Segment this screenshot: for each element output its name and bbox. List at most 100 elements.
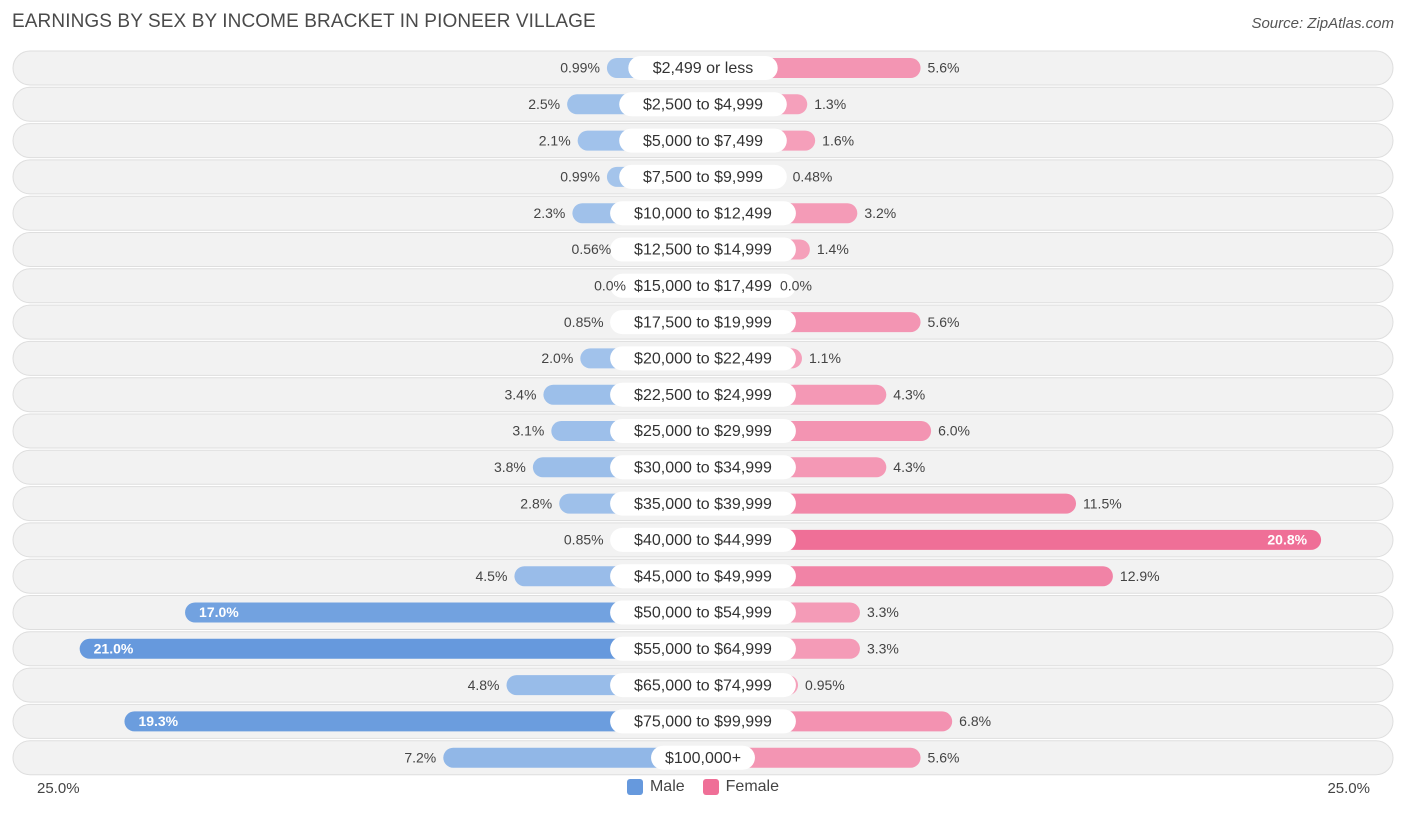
value-label-male: 4.8%: [468, 677, 500, 693]
category-pill: [619, 164, 787, 189]
category-label: $25,000 to $29,999: [634, 423, 772, 440]
value-label-female: 6.0%: [938, 423, 970, 439]
value-label-female: 1.1%: [809, 350, 841, 366]
category-pill: [610, 310, 796, 335]
value-label-female: 20.8%: [1267, 532, 1307, 548]
legend: Male Female: [0, 778, 1406, 796]
value-label-female: 11.5%: [1083, 495, 1122, 511]
category-label: $45,000 to $49,999: [634, 568, 772, 585]
category-pill: [610, 201, 796, 226]
category-label: $7,500 to $9,999: [643, 169, 763, 186]
axis-right-label: 25.0%: [1327, 780, 1370, 797]
category-pill: [651, 745, 755, 770]
value-label-male: 2.1%: [539, 132, 571, 148]
bar-male[interactable]: [185, 602, 704, 623]
value-label-female: 0.0%: [780, 278, 812, 294]
category-pill: [628, 56, 778, 80]
source-label: Source: ZipAtlas.com: [1251, 15, 1394, 32]
value-label-male: 2.0%: [541, 350, 573, 366]
legend-label-female: Female: [725, 778, 780, 795]
category-pill: [610, 455, 796, 480]
value-label-male: 0.85%: [564, 532, 604, 548]
value-label-male: 21.0%: [94, 641, 134, 657]
value-label-male: 4.5%: [476, 568, 508, 584]
value-label-male: 2.8%: [520, 495, 552, 511]
value-label-male: 0.99%: [560, 60, 600, 76]
value-label-female: 0.48%: [793, 169, 833, 185]
category-pill: [610, 709, 796, 734]
category-pill: [610, 527, 796, 552]
category-label: $55,000 to $64,999: [634, 641, 772, 658]
category-pill: [610, 382, 796, 407]
category-pill: [610, 600, 796, 625]
value-label-female: 4.3%: [893, 386, 925, 402]
value-label-male: 7.2%: [404, 749, 436, 765]
legend-item-male[interactable]: Male: [626, 778, 685, 796]
axis-left-label: 25.0%: [37, 780, 80, 797]
category-pill: [610, 346, 796, 371]
bar-female[interactable]: [703, 566, 1113, 587]
value-label-female: 1.4%: [817, 241, 849, 257]
value-label-male: 2.5%: [528, 96, 560, 112]
value-label-female: 4.3%: [893, 459, 925, 475]
bar-male[interactable]: [124, 711, 703, 732]
bar-female[interactable]: [703, 493, 1077, 514]
value-label-female: 5.6%: [928, 749, 960, 765]
bar-male[interactable]: [443, 747, 703, 768]
value-label-female: 3.3%: [867, 604, 899, 620]
category-pill: [610, 419, 796, 443]
value-label-female: 3.2%: [864, 205, 896, 221]
value-label-female: 12.9%: [1120, 568, 1160, 584]
value-label-female: 5.6%: [928, 60, 960, 76]
legend-item-female[interactable]: Female: [702, 778, 780, 796]
legend-label-male: Male: [649, 778, 685, 795]
value-label-male: 17.0%: [199, 604, 239, 620]
legend-swatch-male: [626, 779, 643, 795]
category-label: $65,000 to $74,999: [634, 677, 772, 694]
category-pill: [610, 673, 796, 698]
category-label: $75,000 to $99,999: [634, 714, 772, 731]
category-label: $40,000 to $44,999: [634, 532, 772, 549]
category-label: $15,000 to $17,499: [634, 278, 772, 295]
value-label-male: 0.56%: [572, 241, 612, 257]
chart-title: EARNINGS BY SEX BY INCOME BRACKET IN PIO…: [12, 11, 596, 32]
value-label-female: 6.8%: [959, 713, 991, 729]
category-label: $50,000 to $54,999: [634, 605, 772, 622]
value-label-male: 0.0%: [594, 278, 626, 294]
bar-female[interactable]: [703, 747, 921, 768]
category-label: $2,500 to $4,999: [643, 97, 763, 114]
value-label-female: 5.6%: [928, 314, 960, 330]
value-label-female: 1.6%: [822, 132, 854, 148]
value-label-male: 0.99%: [560, 169, 600, 185]
category-label: $12,500 to $14,999: [634, 242, 772, 259]
bar-female[interactable]: [703, 529, 1322, 550]
category-label: $17,500 to $19,999: [634, 314, 772, 331]
bar-male[interactable]: [79, 638, 703, 659]
category-pill: [619, 128, 787, 153]
category-label: $30,000 to $34,999: [634, 460, 772, 477]
value-label-female: 1.3%: [814, 96, 846, 112]
category-pill: [610, 636, 796, 661]
category-label: $5,000 to $7,499: [643, 133, 763, 150]
value-label-male: 0.85%: [564, 314, 604, 330]
value-label-male: 3.4%: [504, 386, 536, 402]
category-label: $100,000+: [665, 750, 741, 767]
category-label: $35,000 to $39,999: [634, 496, 772, 513]
category-pill: [610, 273, 796, 298]
value-label-male: 3.1%: [512, 423, 544, 439]
value-label-male: 3.8%: [494, 459, 526, 475]
category-pill: [610, 237, 796, 262]
category-pill: [619, 92, 787, 117]
legend-swatch-female: [702, 779, 719, 795]
category-label: $20,000 to $22,499: [634, 351, 772, 368]
value-label-male: 2.3%: [533, 205, 565, 221]
value-label-male: 19.3%: [138, 713, 178, 729]
category-label: $2,499 or less: [653, 60, 754, 77]
category-label: $10,000 to $12,499: [634, 205, 772, 222]
category-pill: [610, 491, 796, 516]
category-label: $22,500 to $24,999: [634, 387, 772, 404]
value-label-female: 0.95%: [805, 677, 845, 693]
value-label-female: 3.3%: [867, 641, 899, 657]
category-pill: [610, 564, 796, 589]
